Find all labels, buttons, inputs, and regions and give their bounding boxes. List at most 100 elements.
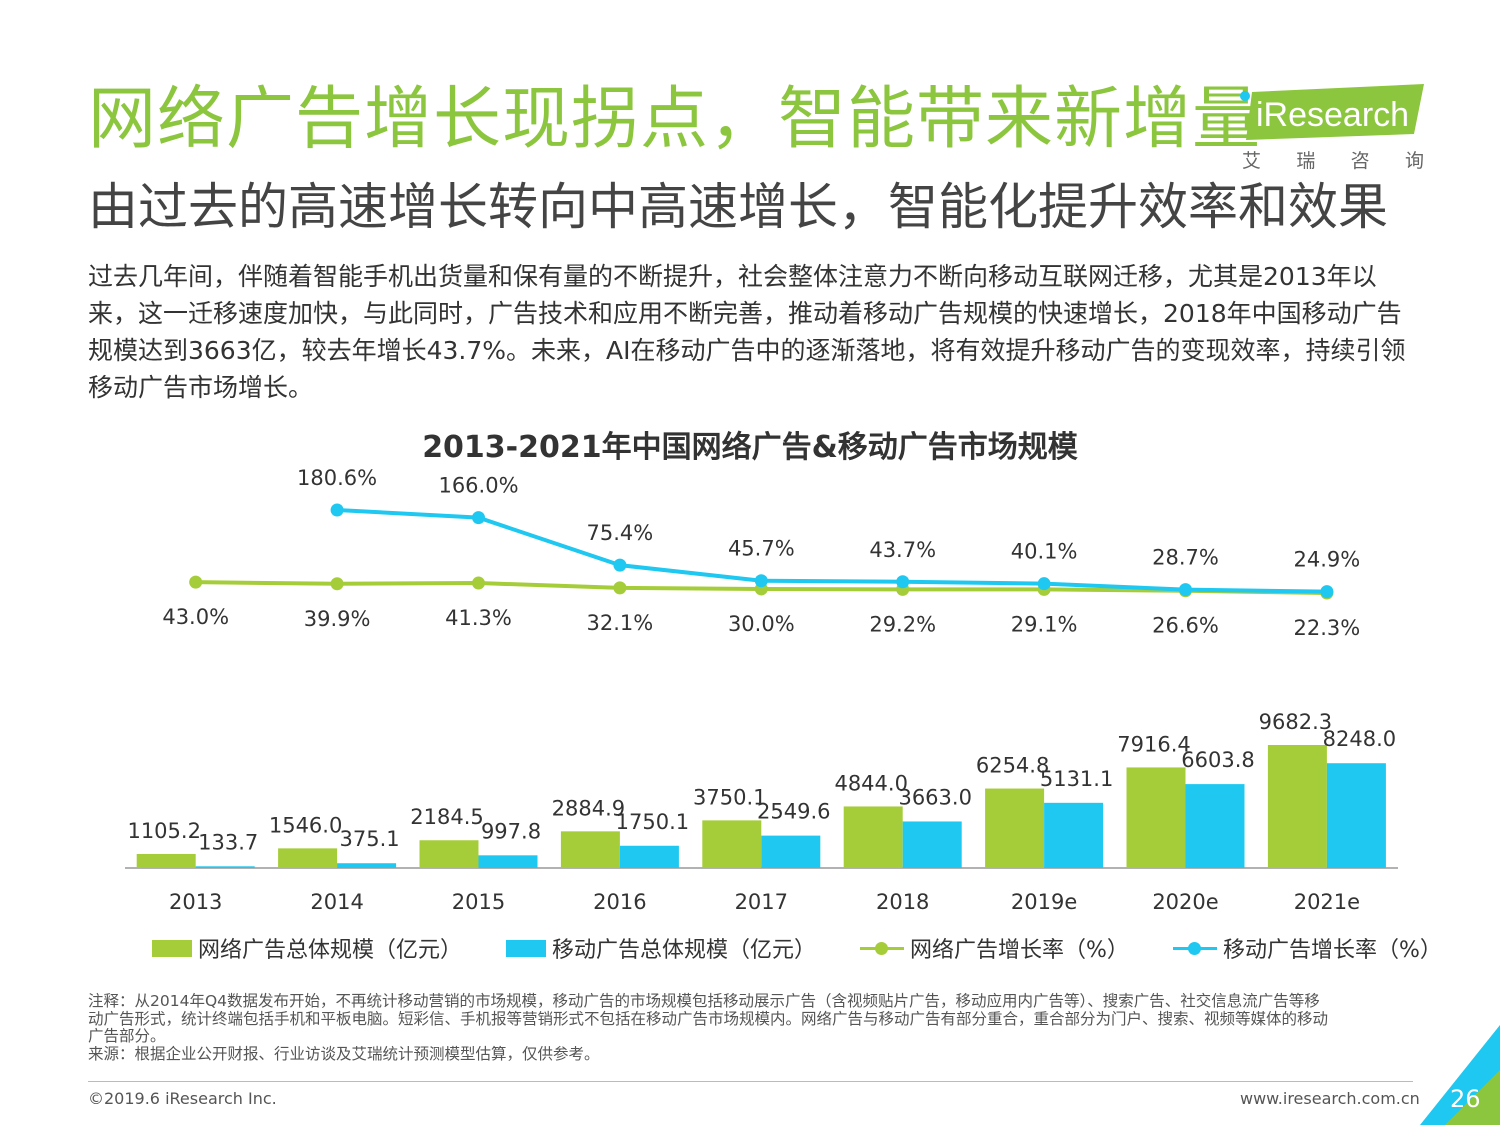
point-label-online-growth-2020e: 26.6% — [1152, 614, 1219, 638]
bar-mobile-2015 — [478, 855, 538, 868]
point-online-growth-2014 — [330, 577, 344, 591]
point-label-mobile-growth-2020e: 28.7% — [1152, 546, 1219, 570]
bar-online-2018 — [843, 806, 903, 868]
intro-paragraph: 过去几年间，伴随着智能手机出货量和保有量的不断提升，社会整体注意力不断向移动互联… — [88, 262, 1406, 402]
line-mobile-growth — [336, 508, 1327, 594]
point-mobile-growth-2019e — [1037, 577, 1051, 591]
bar-online-2016 — [560, 831, 620, 868]
chart-notes: 注释：从2014年Q4数据发布开始，不再统计移动营销的市场规模，移动广告的市场规… — [88, 992, 1428, 1063]
point-label-online-growth-2013: 43.0% — [162, 605, 229, 629]
bar-label-mobile-2021e: 8248.0 — [1323, 727, 1396, 751]
legend-swatch — [506, 939, 547, 957]
bar-label-online-2019e: 6254.8 — [976, 754, 1049, 778]
bar-label-online-2015: 2184.5 — [410, 805, 483, 829]
bar-mobile-2020e — [1185, 784, 1245, 868]
x-tick-label-2018: 2018 — [876, 890, 929, 914]
bar-mobile-2019e — [1044, 802, 1104, 868]
bar-online-2015 — [419, 840, 479, 868]
bar-label-mobile-2016: 1750.1 — [616, 810, 689, 834]
point-mobile-growth-2017 — [754, 574, 768, 588]
bar-label-mobile-2017: 2549.6 — [757, 800, 830, 824]
legend-label: 移动广告总体规模（亿元） — [552, 938, 817, 963]
bar-mobile-2013 — [195, 866, 255, 868]
bar-label-mobile-2018: 3663.0 — [898, 785, 971, 809]
bar-label-online-2020e: 7916.4 — [1117, 732, 1190, 756]
bar-online-2017 — [702, 820, 762, 868]
point-label-mobile-growth-2021e: 24.9% — [1294, 548, 1361, 572]
x-tick-label-2020e: 2020e — [1152, 890, 1218, 914]
point-online-growth-2015 — [472, 576, 485, 590]
page-title: 网络广告增长现拐点，智能带来新增量 — [88, 80, 1262, 159]
point-mobile-growth-2016 — [613, 558, 627, 572]
legend-line-marker — [860, 940, 905, 956]
note-line: 广告部分。 — [88, 1027, 166, 1045]
legend-swatch — [152, 939, 192, 957]
point-label-mobile-growth-2014: 180.6% — [297, 466, 377, 490]
x-tick-label-2017: 2017 — [735, 890, 788, 914]
footer-divider — [88, 1081, 1413, 1082]
x-tick-label-2014: 2014 — [310, 890, 363, 914]
bar-mobile-2016 — [619, 845, 679, 868]
point-label-online-growth-2018: 29.2% — [869, 612, 936, 636]
logo-sub-char: 瑞 — [1296, 150, 1316, 172]
point-mobile-growth-2021e — [1320, 585, 1334, 599]
logo-sub-char: 询 — [1404, 150, 1424, 172]
bar-online-2014 — [278, 848, 338, 868]
point-label-online-growth-2019e: 29.1% — [1011, 612, 1078, 636]
source-line: 来源：根据企业公开财报、行业访谈及艾瑞统计预测模型估算，仅供参考。 — [88, 1044, 600, 1063]
bar-label-mobile-2020e: 6603.8 — [1181, 748, 1254, 772]
point-label-mobile-growth-2019e: 40.1% — [1011, 540, 1078, 564]
point-label-online-growth-2017: 30.0% — [728, 612, 795, 636]
note-line: 注释：从2014年Q4数据发布开始，不再统计移动营销的市场规模，移动广告的市场规… — [88, 992, 1320, 1010]
point-label-mobile-growth-2016: 75.4% — [587, 521, 654, 545]
legend-item-mobile-growth: 移动广告增长率（%） — [1172, 932, 1442, 964]
legend-line-marker — [1172, 940, 1217, 956]
point-label-mobile-growth-2015: 166.0% — [438, 474, 518, 498]
point-mobile-growth-2020e — [1179, 583, 1192, 597]
page-number: 26 — [1450, 1085, 1481, 1113]
bar-mobile-2021e — [1326, 763, 1386, 868]
legend-item-online-growth: 网络广告增长率（%） — [860, 932, 1129, 964]
note-line: 动广告形式，统计终端包括手机和平板电脑。短彩信、手机报等营销形式不包括在移动广告… — [88, 1009, 1329, 1028]
footer-website: www.iresearch.com.cn — [1240, 1089, 1420, 1108]
bar-label-mobile-2014: 375.1 — [340, 827, 400, 851]
point-mobile-growth-2015 — [472, 511, 485, 525]
bar-online-2019e — [985, 788, 1045, 868]
point-online-growth-2016 — [613, 581, 627, 595]
point-label-online-growth-2016: 32.1% — [587, 611, 654, 635]
point-label-online-growth-2021e: 22.3% — [1294, 616, 1361, 640]
chart-legend: 网络广告总体规模（亿元） 移动广告总体规模（亿元） 网络广告增长率（%） 移动广… — [152, 932, 1442, 964]
x-tick-label-2016: 2016 — [593, 890, 646, 914]
logo-subtitle: 艾 瑞 咨 询 — [1242, 146, 1424, 173]
corner-triangle-green — [1445, 1070, 1500, 1125]
bar-label-online-2016: 2884.9 — [552, 796, 625, 820]
bar-label-mobile-2013: 133.7 — [198, 830, 258, 854]
logo-sub-char: 咨 — [1350, 150, 1370, 172]
x-tick-label-2013: 2013 — [169, 890, 222, 914]
point-label-online-growth-2015: 41.3% — [445, 606, 512, 630]
x-tick-label-2021e: 2021e — [1294, 890, 1360, 914]
iresearch-logo-icon: iResearch — [1240, 84, 1424, 140]
bar-label-online-2021e: 9682.3 — [1259, 710, 1332, 734]
bar-label-online-2018: 4844.0 — [834, 771, 907, 795]
logo-text: iResearch — [1256, 96, 1409, 134]
bar-online-2021e — [1267, 745, 1327, 868]
logo-sub-char: 艾 — [1242, 150, 1262, 172]
point-mobile-growth-2018 — [896, 575, 910, 589]
bar-label-mobile-2019e: 5131.1 — [1040, 767, 1113, 791]
legend-item-online-size: 网络广告总体规模（亿元） — [152, 932, 462, 964]
bar-online-2013 — [136, 853, 196, 868]
bar-mobile-2014 — [337, 863, 397, 868]
bar-mobile-2017 — [761, 835, 821, 868]
point-label-online-growth-2014: 39.9% — [304, 607, 371, 631]
legend-label: 网络广告总体规模（亿元） — [198, 938, 463, 963]
bar-label-online-2014: 1546.0 — [269, 813, 342, 837]
point-label-mobile-growth-2018: 43.7% — [869, 538, 936, 562]
bar-mobile-2018 — [902, 821, 962, 868]
iresearch-logo: iResearch 艾 瑞 咨 询 — [1236, 84, 1436, 174]
point-online-growth-2013 — [189, 575, 203, 589]
point-mobile-growth-2014 — [330, 503, 344, 517]
bar-online-2020e — [1126, 767, 1186, 868]
